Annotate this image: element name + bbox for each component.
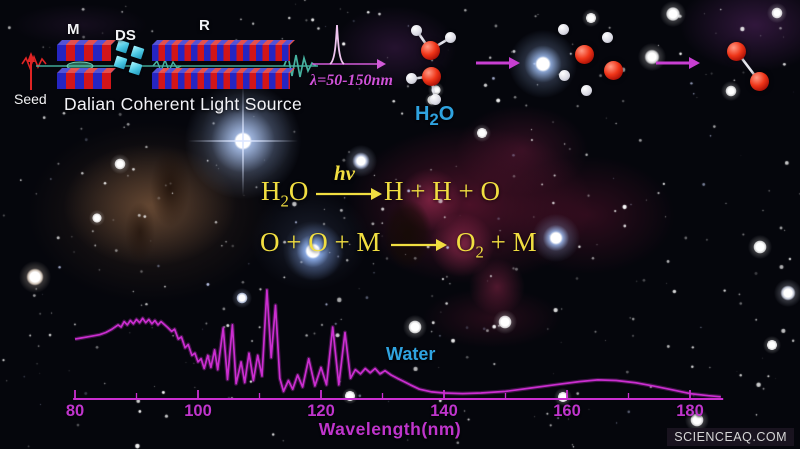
bright-star xyxy=(582,9,600,27)
radiator-label: R xyxy=(199,17,210,34)
bright-star xyxy=(748,235,772,259)
bright-star xyxy=(721,81,741,101)
bright-star xyxy=(232,288,252,308)
o2-oxygen-atom xyxy=(750,72,769,91)
bright-star xyxy=(19,261,51,293)
hydrogen-atom xyxy=(406,73,417,84)
bright-star xyxy=(110,154,130,174)
bright-star xyxy=(493,310,517,334)
bright-star xyxy=(774,279,800,307)
x-tick-label: 100 xyxy=(184,402,212,420)
hydrogen-atom xyxy=(411,25,422,36)
x-tick-label: 80 xyxy=(65,402,85,420)
bright-star xyxy=(473,124,491,142)
bright-star xyxy=(532,214,580,262)
modulator-undulator xyxy=(57,40,116,89)
bright-star xyxy=(283,221,343,281)
bright-star xyxy=(342,388,358,404)
bright-star xyxy=(763,336,781,354)
equation2-products: O2 + M xyxy=(456,227,537,262)
x-axis-title: Wavelength(nm) xyxy=(318,419,462,439)
o2-oxygen-atom xyxy=(727,42,746,61)
bright-star xyxy=(638,43,666,71)
bright-star xyxy=(345,145,377,177)
free-hydrogen-atom xyxy=(602,32,613,43)
free-oxygen-atom xyxy=(604,61,623,80)
spectrum-series-label: Water xyxy=(386,344,436,364)
hydrogen-atom xyxy=(445,32,456,43)
radiator-undulator xyxy=(152,40,295,89)
bright-star xyxy=(767,3,787,23)
x-tick-label: 140 xyxy=(430,402,458,420)
dispersion-label: DS xyxy=(115,27,136,44)
h2o-label: H2O xyxy=(415,103,455,129)
oxygen-atom xyxy=(421,41,440,60)
oxygen-atom xyxy=(422,67,441,86)
bright-star xyxy=(660,1,686,27)
free-oxygen-atom xyxy=(575,45,594,64)
free-hydrogen-atom xyxy=(559,70,570,81)
free-hydrogen-atom xyxy=(558,24,569,35)
wavelength-range-label: λ=50-150nm xyxy=(310,72,393,89)
watermark: SCIENCEAQ.COM xyxy=(667,428,794,446)
free-hydrogen-atom xyxy=(581,85,592,96)
modulator-label: M xyxy=(67,21,80,38)
equation1-products: H + H + O xyxy=(384,176,500,206)
equation2-reactants: O + O + M xyxy=(260,227,381,257)
x-tick-label: 160 xyxy=(553,402,581,420)
x-tick-label: 120 xyxy=(307,402,335,420)
seed-label: Seed xyxy=(14,91,47,107)
bright-star xyxy=(89,210,105,226)
bright-star xyxy=(509,30,577,98)
light-source-name: Dalian Coherent Light Source xyxy=(64,94,302,114)
star-flare xyxy=(242,86,244,196)
bright-star xyxy=(403,315,427,339)
equation1-reactant: H2O xyxy=(261,176,309,211)
x-tick-label: 180 xyxy=(676,402,704,420)
photon-label: hν xyxy=(334,161,355,185)
